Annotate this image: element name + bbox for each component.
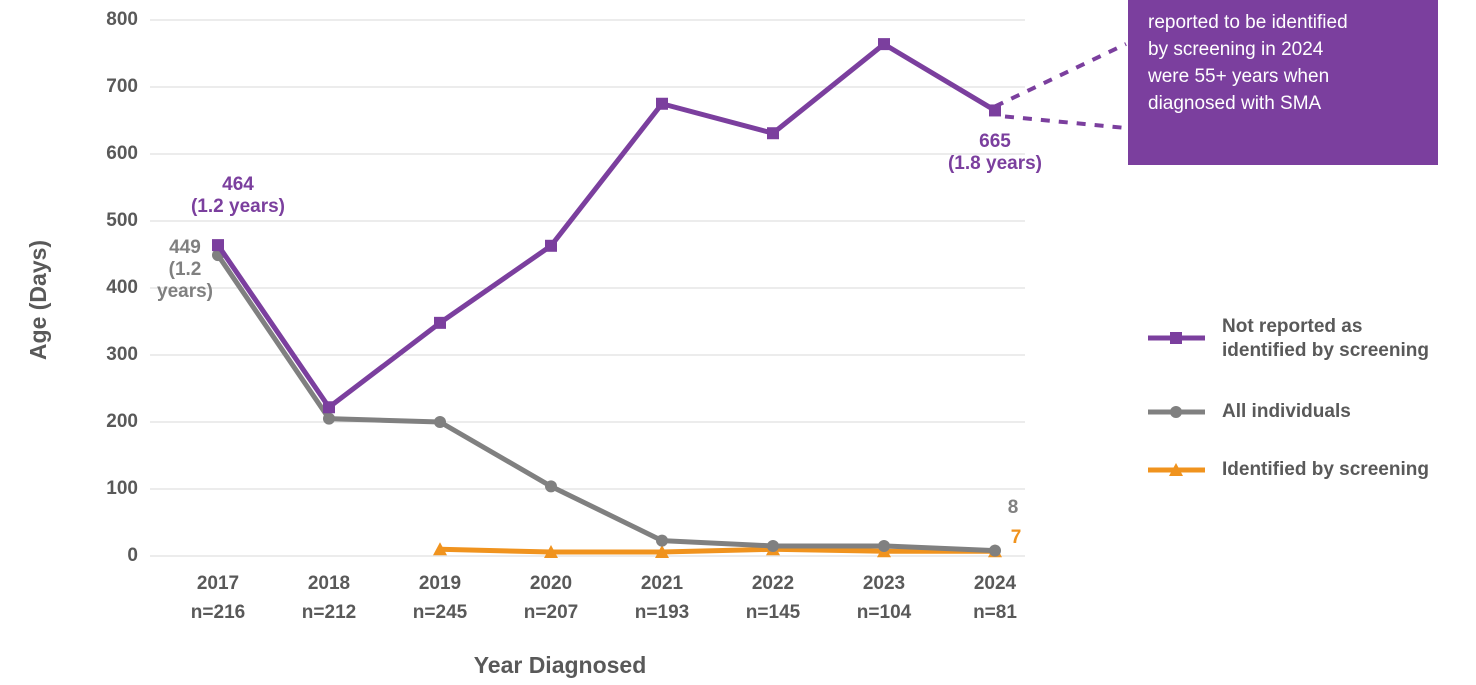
y-tick-label: 500 — [106, 210, 138, 231]
data-point — [655, 544, 669, 558]
data-point — [656, 97, 668, 110]
y-tick-label: 700 — [106, 76, 138, 97]
x-tick-label: 2020 n=207 — [524, 573, 578, 623]
annotation-box — [1128, 0, 1438, 165]
x-tick-label: 2017 n=216 — [191, 573, 245, 623]
y-tick-label: 100 — [106, 478, 138, 499]
data-label: 665 (1.8 years) — [948, 131, 1042, 174]
data-point — [323, 412, 335, 425]
data-point — [545, 239, 557, 252]
data-point — [545, 480, 557, 493]
x-tick-label: 2021 n=193 — [635, 573, 689, 623]
x-tick-label: 2018 n=212 — [302, 573, 356, 623]
data-point — [989, 104, 1001, 117]
callout-line — [994, 42, 1127, 109]
data-label: 7 — [1011, 527, 1022, 548]
x-tick-label: 2022 n=145 — [746, 573, 801, 623]
y-tick-label: 600 — [106, 143, 138, 164]
x-axis-title: Year Diagnosed — [474, 652, 647, 678]
legend-marker — [1170, 406, 1182, 418]
data-point — [878, 539, 890, 552]
legend-item: Not reported as identified by screening — [1148, 316, 1429, 361]
legend-label: Not reported as identified by screening — [1222, 316, 1429, 361]
data-label: 464 (1.2 years) — [191, 174, 285, 217]
series-line — [439, 546, 995, 555]
series-line — [215, 41, 997, 410]
data-point — [323, 401, 335, 414]
legend-label: Identified by screening — [1222, 459, 1429, 480]
legend-item: Identified by screening — [1148, 459, 1429, 480]
y-tick-label: 800 — [106, 9, 138, 30]
x-tick-label: 2024 n=81 — [973, 573, 1017, 623]
data-point — [434, 316, 446, 329]
data-point — [212, 239, 224, 252]
data-point — [544, 544, 558, 558]
x-tick-label: 2019 n=245 — [413, 573, 468, 623]
y-tick-label: 200 — [106, 411, 138, 432]
data-point — [656, 534, 668, 547]
data-point — [767, 127, 779, 140]
data-point — [433, 542, 447, 556]
y-tick-label: 400 — [106, 277, 138, 298]
legend-marker — [1170, 332, 1182, 344]
legend-item: All individuals — [1148, 401, 1351, 422]
y-tick-label: 300 — [106, 344, 138, 365]
legend-label: All individuals — [1222, 401, 1351, 422]
data-point — [434, 416, 446, 428]
data-label: 8 — [1008, 497, 1019, 518]
data-point — [989, 544, 1001, 557]
x-tick-label: 2023 n=104 — [857, 573, 912, 623]
callout-line — [1004, 114, 1127, 130]
series-line — [215, 253, 996, 554]
y-axis-title: Age (Days) — [25, 240, 51, 360]
data-label: 449 (1.2 years) — [157, 237, 213, 302]
annotation-text: reported to be identified by screening in… — [1147, 12, 1348, 114]
data-point — [878, 38, 890, 51]
legend-marker — [1169, 463, 1183, 476]
data-point — [767, 539, 779, 552]
y-tick-label: 0 — [127, 545, 138, 566]
